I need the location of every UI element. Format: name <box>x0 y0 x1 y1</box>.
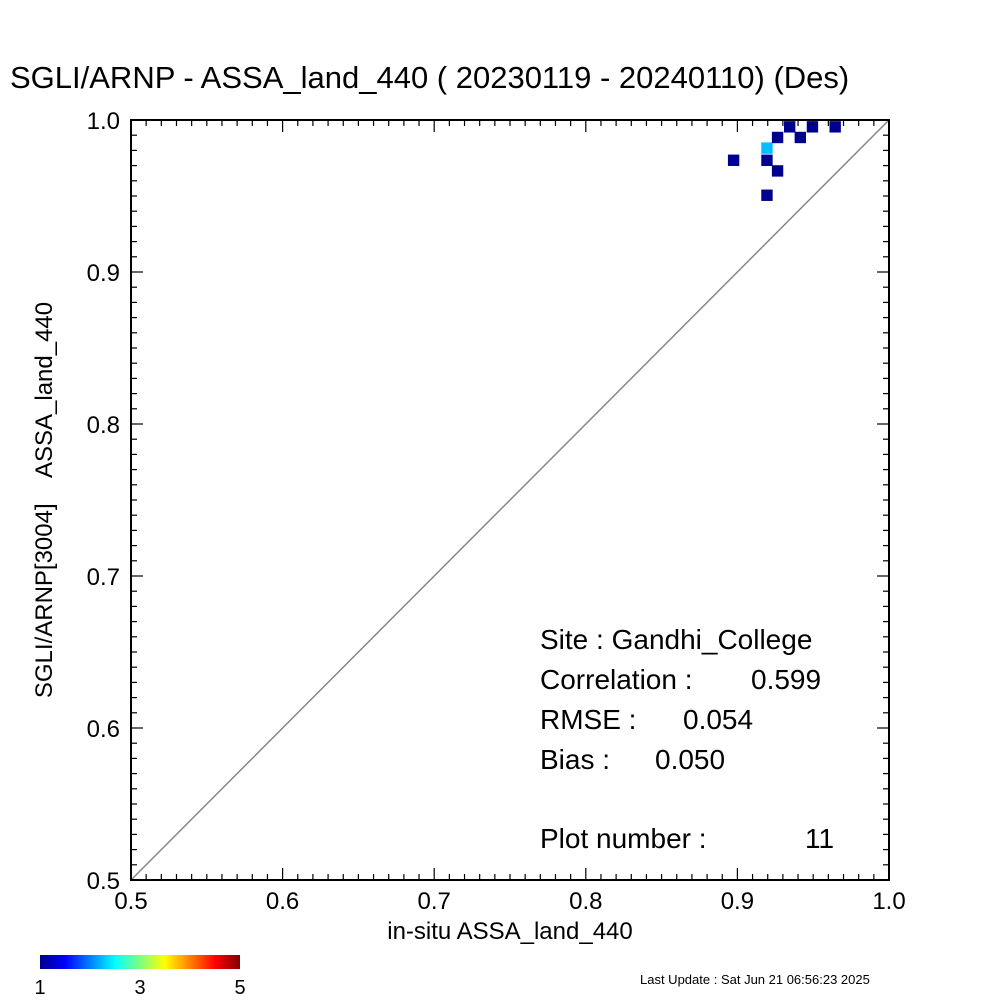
density-cell <box>829 121 841 133</box>
one-to-one-line <box>130 119 890 881</box>
chart-title: SGLI/ARNP - ASSA_land_440 ( 20230119 - 2… <box>10 60 849 95</box>
density-cell <box>771 165 784 177</box>
bias-value: 0.050 <box>655 744 725 775</box>
rmse-value: 0.054 <box>683 704 753 735</box>
density-cell <box>771 131 784 144</box>
colorbar: 1 3 5 <box>34 955 246 999</box>
y-tick-label: 0.8 <box>87 412 120 439</box>
colorbar-tick-label: 3 <box>134 977 145 999</box>
y-tick-label: 0.5 <box>87 868 120 895</box>
colorbar-gradient <box>40 955 240 969</box>
x-tick-label: 0.7 <box>418 888 451 915</box>
bias-label: Bias : <box>540 744 610 775</box>
x-tick-label: 0.5 <box>114 888 147 915</box>
axis-tick-labels: 0.5 0.6 0.7 0.8 0.9 1.0 0.5 0.6 0.7 0.8 0.9 1.0 <box>87 108 906 915</box>
last-update-text: Last Update : Sat Jun 21 06:56:23 2025 <box>640 972 870 987</box>
x-tick-label: 0.9 <box>721 888 754 915</box>
plot-number-value: 11 <box>805 823 834 854</box>
density-cell <box>727 154 740 166</box>
y-tick-label: 0.6 <box>87 716 120 743</box>
stats-box: Site : Gandhi_College Correlation : 0.59… <box>540 624 834 854</box>
y-axis-title: SGLI/ARNP[3004] ASSA_land_440 <box>31 302 58 698</box>
density-cell <box>784 121 796 133</box>
y-tick-label: 1.0 <box>87 108 120 135</box>
plot-number-label: Plot number : <box>540 823 707 854</box>
density-cell <box>806 121 819 133</box>
colorbar-tick-label: 1 <box>34 977 45 999</box>
site-text: Site : Gandhi_College <box>540 624 812 655</box>
correlation-value: 0.599 <box>751 664 821 695</box>
colorbar-labels: 1 3 5 <box>34 977 245 999</box>
colorbar-tick-label: 5 <box>234 977 245 999</box>
density-cell <box>761 154 773 166</box>
x-tick-label: 0.6 <box>266 888 299 915</box>
correlation-label: Correlation : <box>540 664 693 695</box>
density-cell <box>761 142 773 154</box>
axis-ticks <box>130 119 890 881</box>
x-tick-label: 1.0 <box>872 888 905 915</box>
x-tick-label: 0.8 <box>569 888 602 915</box>
density-cells <box>727 121 841 201</box>
y-tick-label: 0.9 <box>87 260 120 287</box>
x-axis-title: in-situ ASSA_land_440 <box>387 918 633 945</box>
y-tick-label: 0.7 <box>87 564 120 591</box>
density-cell <box>794 131 806 144</box>
rmse-label: RMSE : <box>540 704 636 735</box>
density-cell <box>761 189 773 201</box>
